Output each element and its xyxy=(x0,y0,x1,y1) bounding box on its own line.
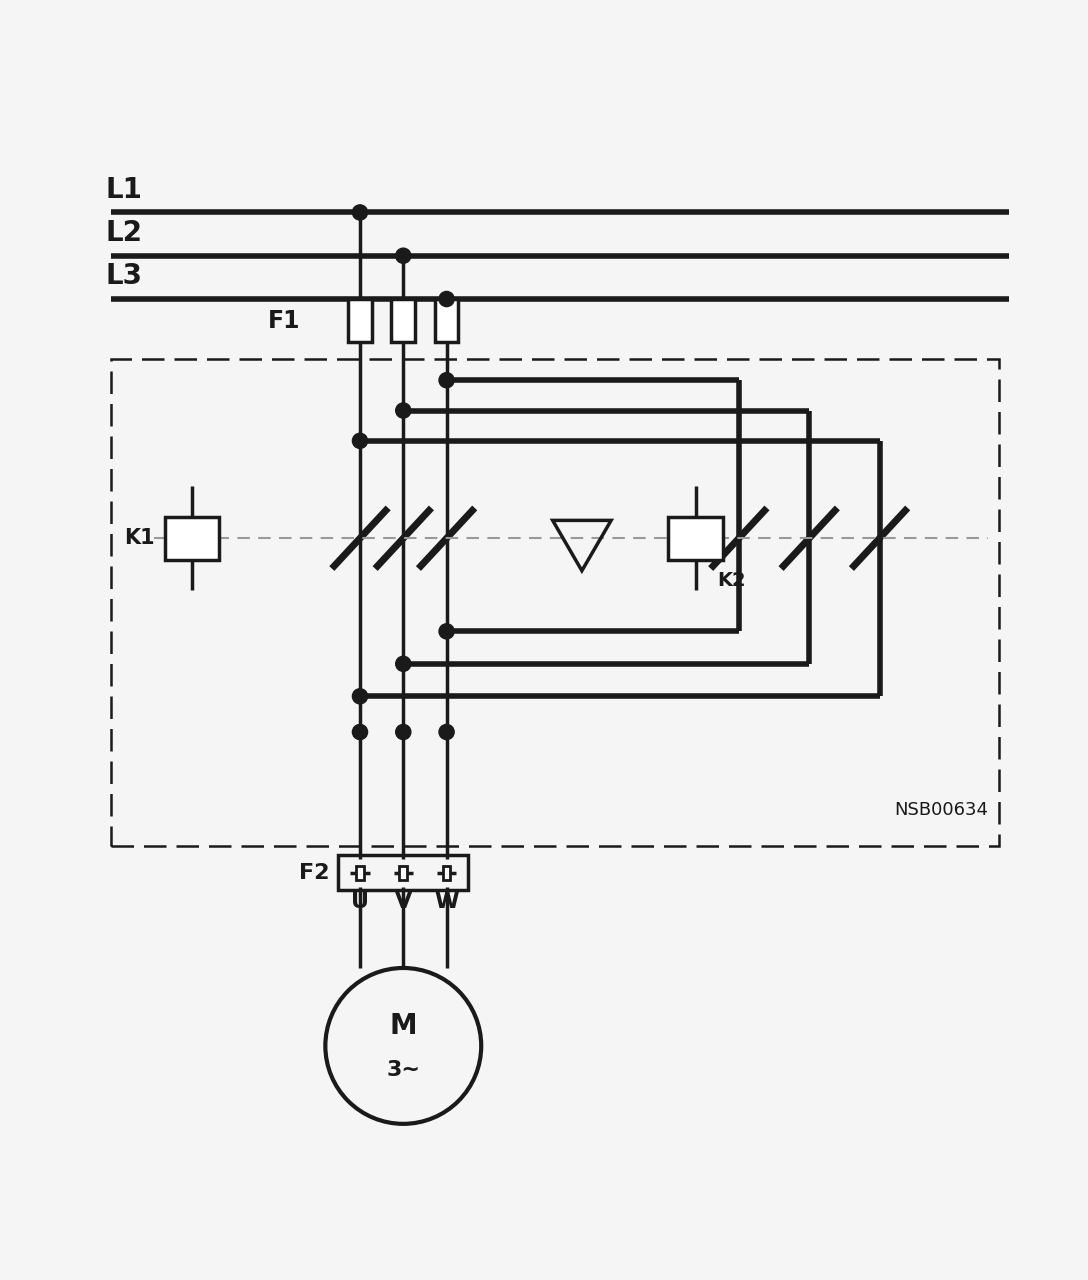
Circle shape xyxy=(353,724,368,740)
Text: U: U xyxy=(351,892,369,913)
Text: F2: F2 xyxy=(299,863,330,883)
Circle shape xyxy=(438,372,454,388)
Bar xyxy=(111,358,999,846)
Circle shape xyxy=(396,724,411,740)
Circle shape xyxy=(353,433,368,448)
Circle shape xyxy=(438,724,454,740)
Bar xyxy=(399,865,407,879)
Circle shape xyxy=(353,689,368,704)
Circle shape xyxy=(396,403,411,419)
Text: K2: K2 xyxy=(717,571,745,590)
Text: L3: L3 xyxy=(106,262,143,291)
Circle shape xyxy=(438,292,454,307)
Circle shape xyxy=(438,623,454,639)
Bar xyxy=(443,865,450,879)
Bar xyxy=(348,300,372,342)
Bar xyxy=(435,300,458,342)
Text: V: V xyxy=(395,892,412,913)
Bar xyxy=(668,517,722,559)
Text: NSB00634: NSB00634 xyxy=(894,800,988,819)
Circle shape xyxy=(396,657,411,672)
Text: K1: K1 xyxy=(124,529,154,548)
Text: M: M xyxy=(390,1012,417,1041)
Bar xyxy=(356,865,363,879)
Bar xyxy=(165,517,220,559)
Text: L2: L2 xyxy=(106,219,143,247)
Circle shape xyxy=(396,248,411,264)
Bar xyxy=(338,855,468,890)
Text: F1: F1 xyxy=(268,308,300,333)
Text: W: W xyxy=(434,892,459,913)
Text: 3~: 3~ xyxy=(386,1060,420,1080)
Circle shape xyxy=(353,205,368,220)
Bar xyxy=(392,300,416,342)
Text: L1: L1 xyxy=(106,175,143,204)
